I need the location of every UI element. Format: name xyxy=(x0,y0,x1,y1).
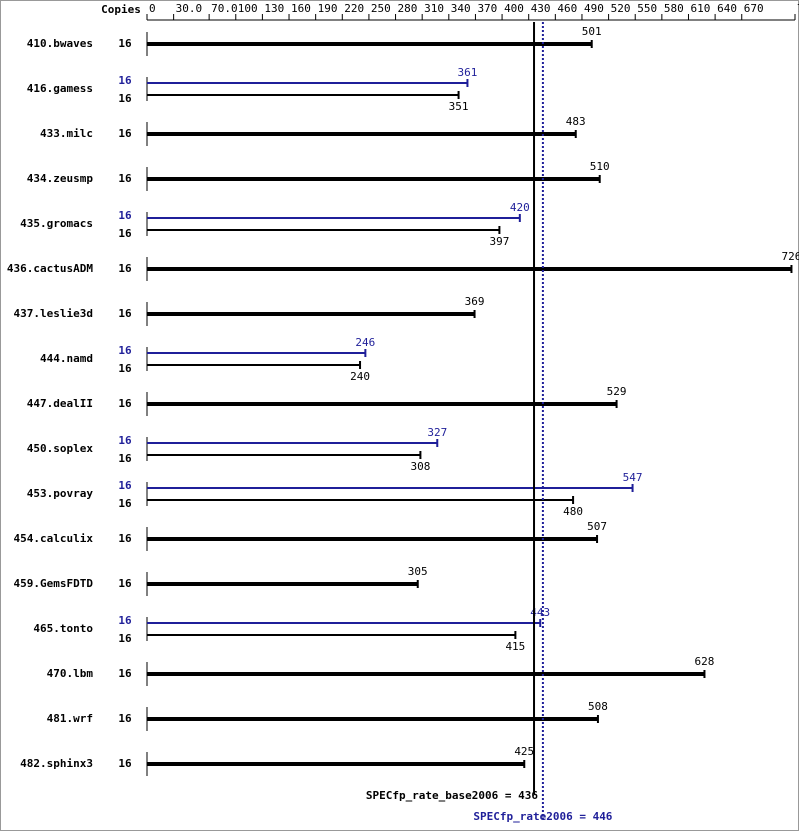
value-label: 726 xyxy=(782,250,799,263)
category-label: 459.GemsFDTD xyxy=(14,577,94,590)
x-tick-label: 640 xyxy=(717,2,737,15)
copies-label: 16 xyxy=(118,307,132,320)
value-label: 369 xyxy=(465,295,485,308)
category-label: 433.milc xyxy=(40,127,93,140)
x-tick-label: 130 xyxy=(264,2,284,15)
x-tick-label: 520 xyxy=(611,2,631,15)
value-label: 240 xyxy=(350,370,370,383)
x-tick-label: 580 xyxy=(664,2,684,15)
copies-label: 16 xyxy=(118,577,132,590)
value-label: 529 xyxy=(607,385,627,398)
copies-label: 16 xyxy=(118,667,132,680)
x-tick-label: 670 xyxy=(744,2,764,15)
category-label: 436.cactusADM xyxy=(7,262,93,275)
copies-label: 16 xyxy=(118,434,132,447)
value-label: 507 xyxy=(587,520,607,533)
copies-header: Copies xyxy=(101,3,141,16)
value-label: 508 xyxy=(588,700,608,713)
category-label: 482.sphinx3 xyxy=(20,757,93,770)
category-label: 465.tonto xyxy=(33,622,93,635)
value-label: 425 xyxy=(514,745,534,758)
value-label: 246 xyxy=(355,336,375,349)
x-tick-label: 250 xyxy=(371,2,391,15)
value-label: 305 xyxy=(408,565,428,578)
x-tick-label: 340 xyxy=(451,2,471,15)
x-tick-label: 550 xyxy=(637,2,657,15)
value-label: 351 xyxy=(449,100,469,113)
copies-label: 16 xyxy=(118,632,132,645)
value-label: 397 xyxy=(489,235,509,248)
value-label: 361 xyxy=(458,66,478,79)
category-label: 450.soplex xyxy=(27,442,94,455)
x-tick-label: 430 xyxy=(531,2,551,15)
value-label: 420 xyxy=(510,201,530,214)
x-tick-label: 730 xyxy=(797,2,799,15)
category-label: 416.gamess xyxy=(27,82,93,95)
reference-label: SPECfp_rate_base2006 = 436 xyxy=(366,789,539,802)
x-tick-label: 160 xyxy=(291,2,311,15)
category-label: 454.calculix xyxy=(14,532,94,545)
x-tick-label: 190 xyxy=(318,2,338,15)
copies-label: 16 xyxy=(118,227,132,240)
value-label: 547 xyxy=(623,471,643,484)
x-tick-label: 70.0 xyxy=(211,2,238,15)
x-tick-label: 610 xyxy=(690,2,710,15)
copies-label: 16 xyxy=(118,344,132,357)
copies-label: 16 xyxy=(118,614,132,627)
value-label: 415 xyxy=(505,640,525,653)
category-label: 447.dealII xyxy=(27,397,93,410)
copies-label: 16 xyxy=(118,262,132,275)
category-label: 481.wrf xyxy=(47,712,93,725)
copies-label: 16 xyxy=(118,74,132,87)
category-label: 444.namd xyxy=(40,352,93,365)
copies-label: 16 xyxy=(118,452,132,465)
copies-label: 16 xyxy=(118,397,132,410)
copies-label: 16 xyxy=(118,37,132,50)
x-tick-label: 220 xyxy=(344,2,364,15)
x-tick-label: 280 xyxy=(398,2,418,15)
value-label: 327 xyxy=(427,426,447,439)
value-label: 308 xyxy=(410,460,430,473)
x-tick-label: 370 xyxy=(477,2,497,15)
x-tick-label: 460 xyxy=(557,2,577,15)
category-label: 410.bwaves xyxy=(27,37,93,50)
x-tick-label: 30.0 xyxy=(176,2,203,15)
value-label: 480 xyxy=(563,505,583,518)
category-label: 437.leslie3d xyxy=(14,307,93,320)
category-label: 453.povray xyxy=(27,487,94,500)
copies-label: 16 xyxy=(118,209,132,222)
x-tick-label: 0 xyxy=(149,2,156,15)
x-tick-label: 400 xyxy=(504,2,524,15)
category-label: 435.gromacs xyxy=(20,217,93,230)
copies-label: 16 xyxy=(118,497,132,510)
x-tick-label: 310 xyxy=(424,2,444,15)
copies-label: 16 xyxy=(118,172,132,185)
copies-label: 16 xyxy=(118,757,132,770)
value-label: 628 xyxy=(695,655,715,668)
value-label: 483 xyxy=(566,115,586,128)
copies-label: 16 xyxy=(118,362,132,375)
reference-label: SPECfp_rate2006 = 446 xyxy=(473,810,612,823)
copies-label: 16 xyxy=(118,712,132,725)
x-tick-label: 100 xyxy=(238,2,258,15)
value-label: 510 xyxy=(590,160,610,173)
copies-label: 16 xyxy=(118,479,132,492)
copies-label: 16 xyxy=(118,92,132,105)
copies-label: 16 xyxy=(118,127,132,140)
copies-label: 16 xyxy=(118,532,132,545)
category-label: 434.zeusmp xyxy=(27,172,94,185)
x-tick-label: 490 xyxy=(584,2,604,15)
value-label: 501 xyxy=(582,25,602,38)
value-label: 443 xyxy=(530,606,550,619)
category-label: 470.lbm xyxy=(47,667,94,680)
